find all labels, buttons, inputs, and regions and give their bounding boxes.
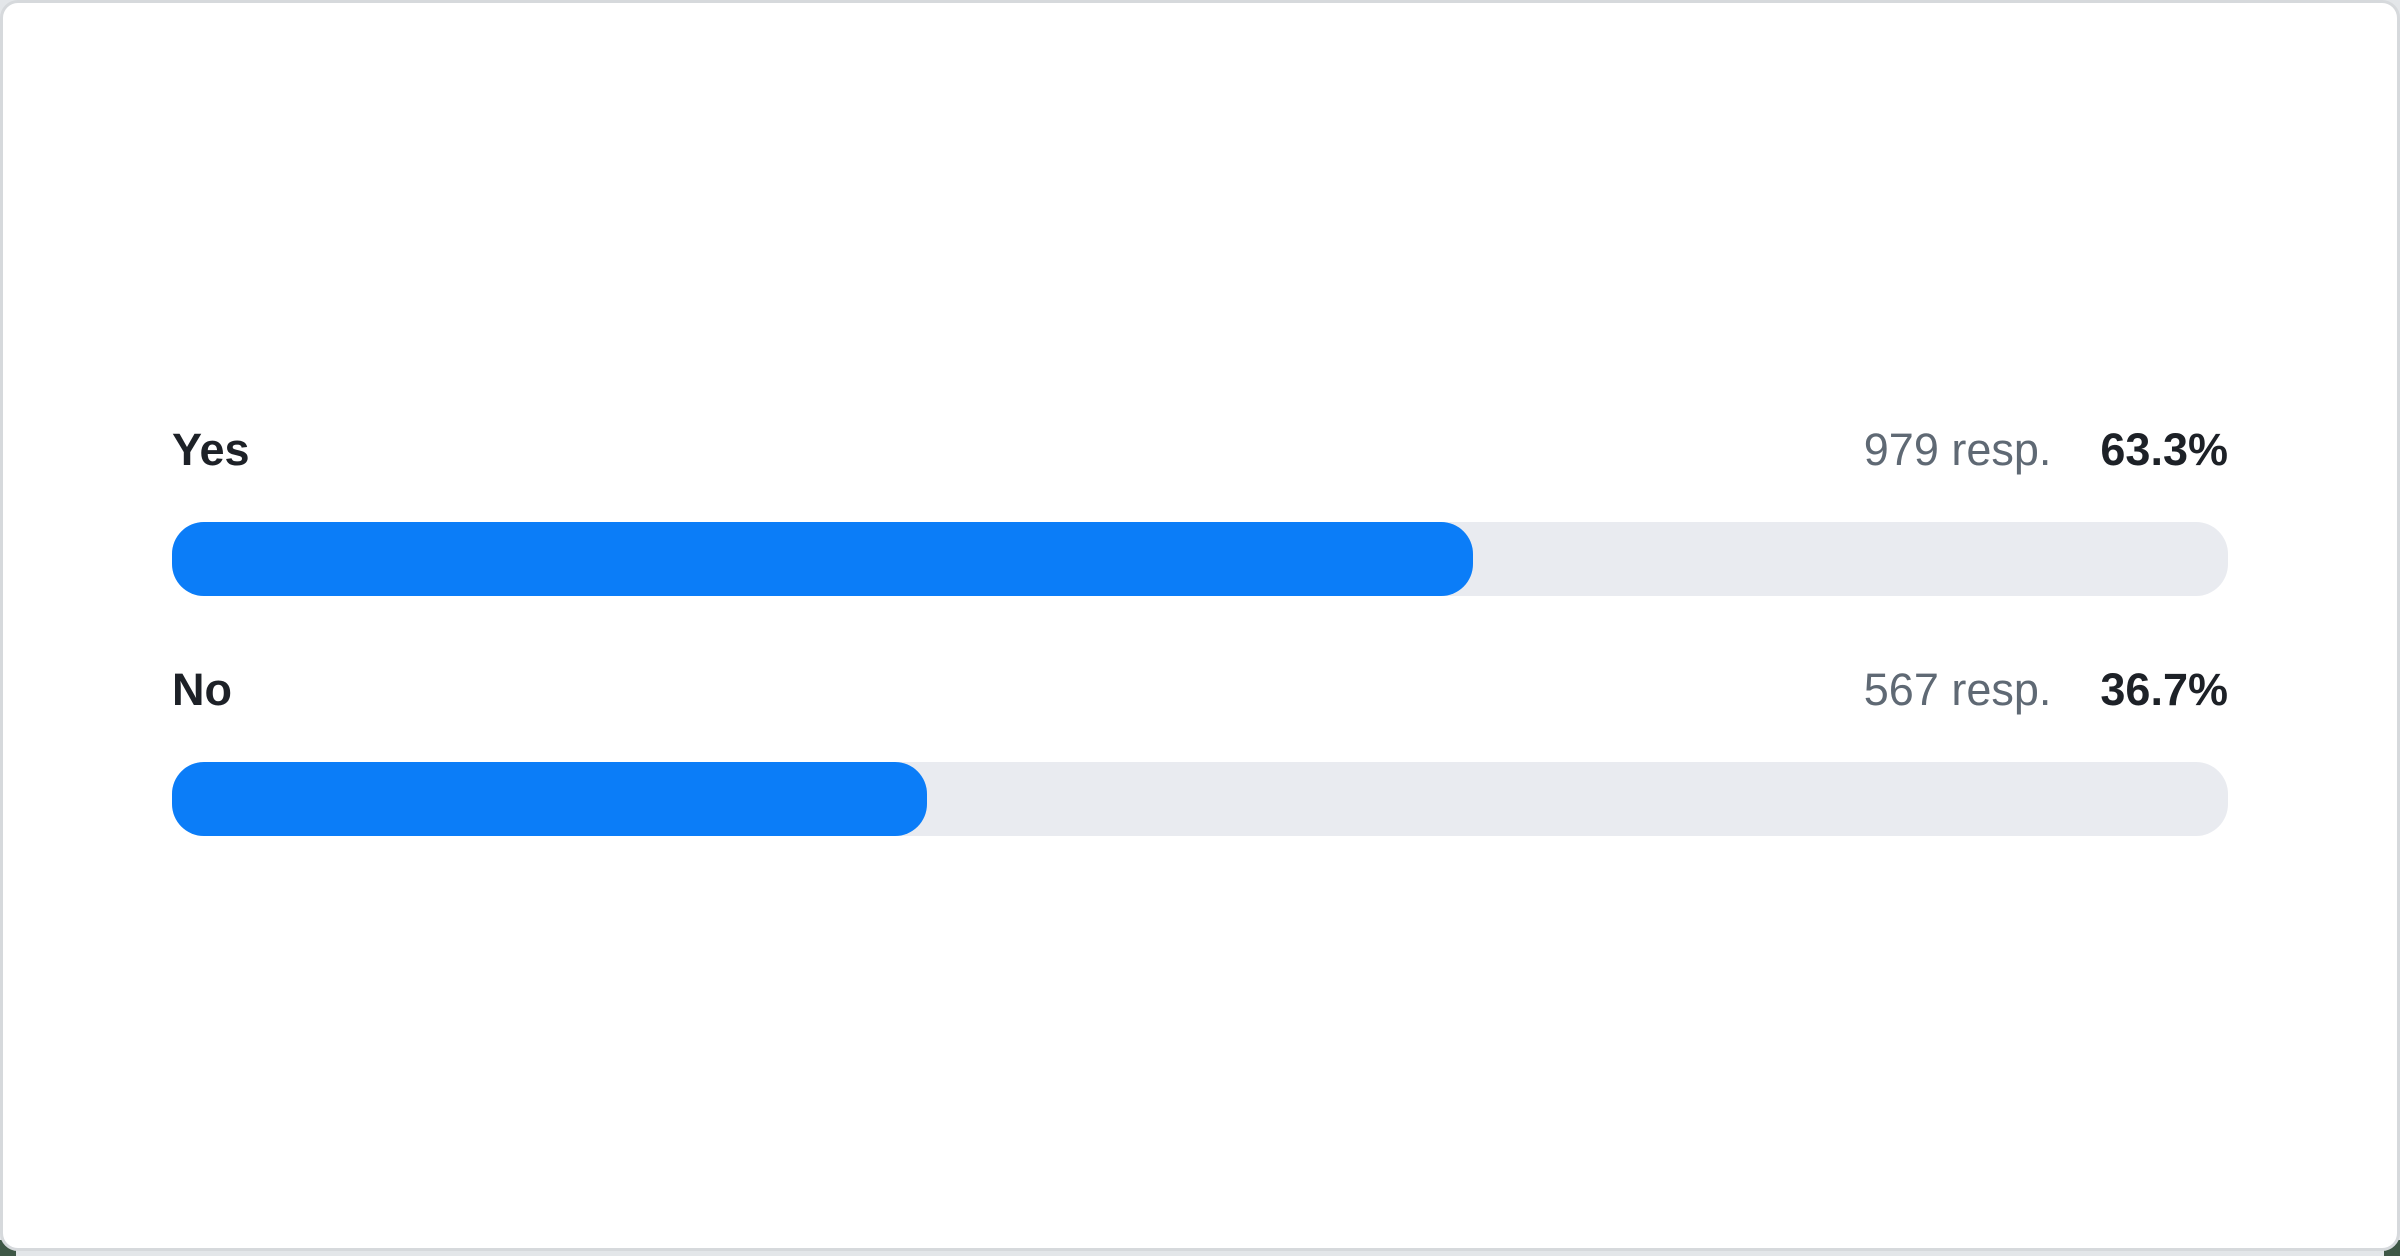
option-response-count: 567 resp. <box>1863 664 2052 715</box>
option-header: Yes 979 resp. 63.3% <box>172 424 2228 480</box>
option-label: No <box>172 664 232 715</box>
option-bar-track <box>172 762 2228 836</box>
option-percent: 63.3% <box>2100 424 2228 475</box>
option-bar-fill <box>172 762 927 836</box>
option-response-count: 979 resp. <box>1863 424 2052 475</box>
option-bar-fill <box>172 522 1474 596</box>
option-percent: 36.7% <box>2100 664 2228 715</box>
option-header: No 567 resp. 36.7% <box>172 664 2228 720</box>
option-meta: 567 resp. 36.7% <box>1864 664 2228 716</box>
option-bar-track <box>172 522 2228 596</box>
poll-option-row: Yes 979 resp. 63.3% <box>172 424 2228 596</box>
option-meta: 979 resp. 63.3% <box>1864 424 2228 476</box>
poll-results: Yes 979 resp. 63.3% No 567 resp. 36.7% <box>3 3 2397 836</box>
poll-option-row: No 567 resp. 36.7% <box>172 664 2228 836</box>
option-label: Yes <box>172 424 250 475</box>
